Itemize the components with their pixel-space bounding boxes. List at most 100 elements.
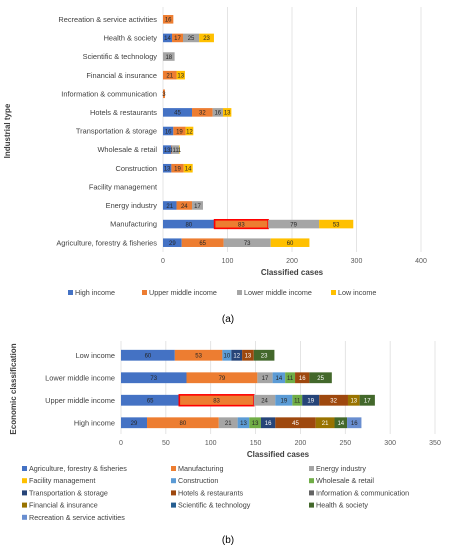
data-label-energy-industry-high-income: 21 [166, 204, 173, 210]
data-label-wholesale-retail-low-income: 1 [178, 148, 182, 154]
bar-low-income-agriculture-forestry-fisheries [121, 349, 175, 361]
data-label-lower-middle-income-manufacturing: 79 [219, 376, 226, 382]
data-label-low-income-agriculture-forestry-fisheries: 60 [145, 354, 152, 360]
data-label-transportation-storage-upper-middle-income: 19 [176, 129, 183, 135]
x-tick-label-200: 200 [295, 440, 307, 447]
bar-upper-middle-income-wholesale-retail [292, 394, 303, 406]
bar-hotels-restaurants-low-income [222, 108, 232, 117]
legend-swatch-low-income [331, 290, 336, 295]
data-label-high-income-recreation-service-activities: 16 [351, 421, 358, 427]
data-label-energy-industry-lower-middle-income: 17 [194, 204, 201, 210]
legend-swatch-financial-insurance [22, 502, 27, 508]
legend-label-scientific-technology: Scientific & technology [178, 501, 251, 510]
legend-swatch-construction [171, 478, 176, 484]
legend-label-agriculture-forestry-fisheries: Agriculture, forestry & fisheries [29, 464, 127, 473]
legend-label-facility-management: Facility management [29, 476, 95, 485]
legend-label-transportation-storage: Transportation & storage [29, 488, 108, 497]
legend-swatch-energy-industry [309, 466, 314, 471]
legend-label-financial-insurance: Financial & insurance [29, 501, 98, 510]
data-label-lower-middle-income-wholesale-retail: 11 [287, 376, 294, 382]
data-label-health-society-lower-middle-income: 25 [188, 36, 195, 42]
data-label-low-income-manufacturing: 53 [195, 354, 202, 360]
category-label-agriculture-forestry-fisheries: Agriculture, forestry & fisheries [56, 238, 157, 247]
category-label-financial-insurance: Financial & insurance [86, 71, 157, 80]
bar-high-income-health-society [334, 417, 348, 429]
data-label-lower-middle-income-construction: 14 [276, 376, 283, 382]
data-label-financial-insurance-low-income: 13 [177, 73, 184, 79]
data-label-manufacturing-upper-middle-income: 83 [238, 222, 245, 228]
bar-upper-middle-income-financial-insurance [347, 394, 360, 406]
bar-low-income-transportation-storage [231, 349, 243, 361]
legend-swatch-agriculture-forestry-fisheries [22, 466, 27, 471]
data-label-high-income-construction: 13 [240, 421, 247, 427]
category-label-facility-management: Facility management [89, 182, 157, 191]
bar-manufacturing-lower-middle-income [268, 219, 320, 229]
bar-low-income-construction [222, 349, 232, 361]
bar-agriculture-forestry-fisheries-low-income [270, 238, 310, 247]
bar-wholesale-retail-high-income [163, 145, 172, 154]
bar-energy-industry-upper-middle-income [176, 201, 193, 210]
bar-lower-middle-income-manufacturing [186, 372, 258, 384]
category-label-manufacturing: Manufacturing [110, 220, 157, 229]
legend-swatch-high-income [68, 290, 73, 295]
data-label-health-society-high-income: 14 [164, 36, 171, 42]
y-axis-title: Industrial type [3, 103, 12, 158]
bar-lower-middle-income-hotels-restaurants [295, 372, 310, 384]
legend-label-construction: Construction [178, 476, 218, 485]
category-label-scientific-technology: Scientific & technology [83, 52, 158, 61]
bar-agriculture-forestry-fisheries-upper-middle-income [181, 238, 224, 247]
data-label-lower-middle-income-agriculture-forestry-fisheries: 73 [150, 376, 157, 382]
data-label-lower-middle-income-hotels-restaurants: 16 [299, 376, 306, 382]
data-label-high-income-transportation-storage: 16 [265, 421, 272, 427]
data-label-upper-middle-income-financial-insurance: 13 [350, 399, 357, 405]
bar-low-income-hotels-restaurants [242, 349, 254, 361]
x-tick-label-100: 100 [205, 440, 217, 447]
legend-swatch-wholesale-retail [309, 478, 314, 484]
bar-scientific-technology-lower-middle-income [163, 52, 175, 61]
data-label-high-income-agriculture-forestry-fisheries: 29 [131, 421, 138, 427]
data-label-manufacturing-low-income: 53 [333, 222, 340, 228]
bar-lower-middle-income-energy-industry [257, 372, 273, 384]
category-label-health-society: Health & society [104, 34, 158, 43]
chart-a-industrial-type: 0 100 200 300 400 Recreation & service activi… [3, 7, 427, 297]
data-label-low-income-health-society: 23 [261, 354, 268, 360]
x-tick-label-250: 250 [339, 440, 351, 447]
legend-label-energy-industry: Energy industry [316, 464, 366, 473]
data-label-agriculture-forestry-fisheries-low-income: 60 [287, 241, 294, 247]
data-label-high-income-financial-insurance: 21 [322, 421, 329, 427]
x-tick-label-300: 300 [351, 258, 363, 265]
legend-swatch-facility-management [22, 478, 27, 484]
panel-label-a: (a) [222, 314, 234, 325]
chart-b-economic-classification: 0 50 100 150 200 250 300 350 Low income 60 53 10 12 1… [9, 341, 441, 522]
data-label-hotels-restaurants-upper-middle-income: 32 [199, 111, 206, 117]
category-label-information-communication: Information & communication [61, 89, 157, 98]
bar-low-income-health-society [253, 349, 275, 361]
bar-low-income-manufacturing [174, 349, 223, 361]
bar-construction-high-income [163, 163, 172, 173]
legend-swatch-recreation-service-activities [22, 514, 27, 520]
bar-wholesale-retail-lower-middle-income [172, 145, 180, 154]
data-label-hotels-restaurants-low-income: 13 [224, 111, 231, 117]
bar-lower-middle-income-construction [272, 372, 286, 384]
bar-high-income-transportation-storage [260, 417, 276, 429]
data-label-financial-insurance-upper-middle-income: 21 [166, 73, 173, 79]
legend-swatch-health-society [309, 502, 314, 508]
x-tick-label-400: 400 [415, 258, 427, 265]
data-label-high-income-manufacturing: 80 [180, 421, 187, 427]
category-label-low-income: Low income [76, 351, 115, 360]
x-tick-label-150: 150 [250, 440, 262, 447]
data-label-manufacturing-lower-middle-income: 79 [290, 222, 297, 228]
data-label-low-income-construction: 10 [224, 354, 231, 360]
category-label-wholesale-retail: Wholesale & retail [97, 145, 157, 154]
x-tick-label-0: 0 [119, 440, 123, 447]
legend-swatch-transportation-storage [22, 490, 27, 496]
legend-label-upper-middle-income: Upper middle income [149, 288, 217, 297]
bar-upper-middle-income-energy-industry [253, 394, 276, 406]
data-label-upper-middle-income-construction: 19 [280, 399, 287, 405]
x-tick-label-350: 350 [429, 440, 441, 447]
data-label-construction-high-income: 13 [164, 167, 171, 173]
data-label-hotels-restaurants-high-income: 45 [174, 111, 181, 117]
category-label-recreation-service-activities: Recreation & service activities [58, 15, 157, 24]
bar-hotels-restaurants-high-income [163, 108, 193, 117]
x-axis-title: Classified cases [247, 450, 310, 459]
